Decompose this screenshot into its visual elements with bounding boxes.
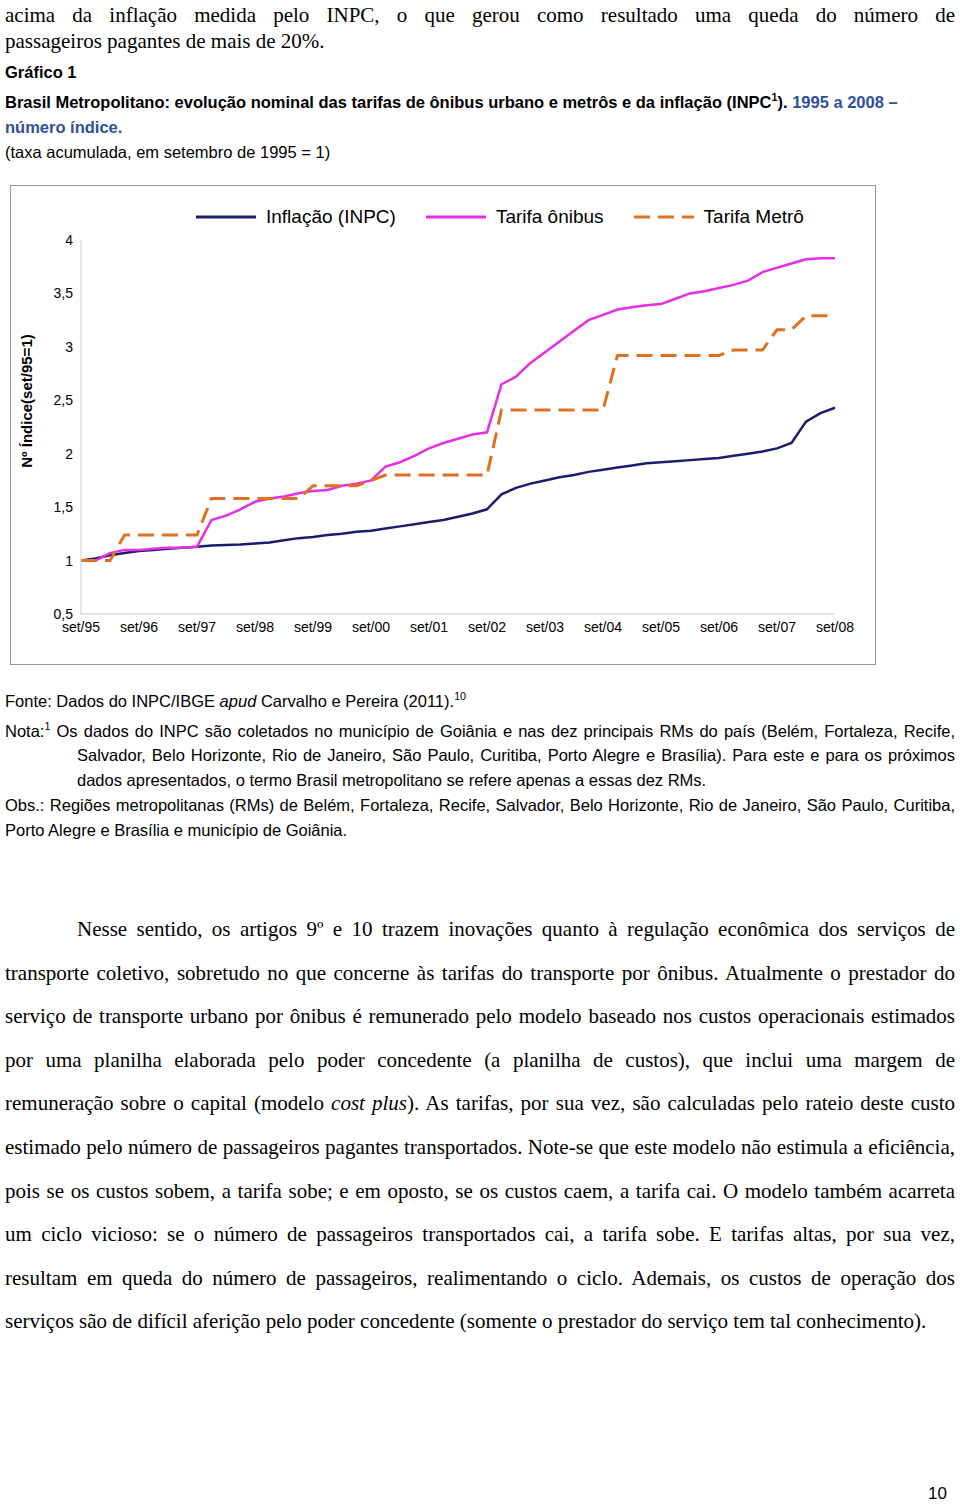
svg-text:set/04: set/04: [584, 619, 622, 635]
svg-text:1: 1: [65, 553, 73, 569]
svg-text:2: 2: [65, 446, 73, 462]
html-text:Fonte: Dados do INPC/IBGE apud: Fonte: Dados do INPC/IBGE apud Carvalho …: [5, 690, 467, 710]
svg-text:set/03: set/03: [526, 619, 564, 635]
svg-text:1,5: 1,5: [54, 499, 74, 515]
html-text:Tarifa Metrô: Tarifa Metrô: [703, 206, 804, 227]
svg-text:set/96: set/96: [120, 619, 158, 635]
svg-text:4: 4: [65, 232, 73, 248]
svg-text:set/97: set/97: [178, 619, 216, 635]
html-text:Tarifa ônibus: Tarifa ônibus: [495, 206, 604, 227]
svg-text:set/02: set/02: [468, 619, 506, 635]
html-text:Nesse sentido, os artigos 9º e: Nesse sentido, os artigos 9º e 10 trazem…: [5, 917, 955, 1334]
html-text:Obs.: Regiões metropolitanas (: Obs.: Regiões metropolitanas (RMs) de Be…: [5, 796, 955, 839]
svg-text:3,5: 3,5: [54, 285, 74, 301]
svg-text:set/98: set/98: [236, 619, 274, 635]
svg-text:set/99: set/99: [294, 619, 332, 635]
html-text:Nº Índice(set/95=1): Nº Índice(set/95=1): [17, 334, 35, 468]
svg-text:2,5: 2,5: [54, 392, 74, 408]
svg-text:set/01: set/01: [410, 619, 448, 635]
html-text:acima da inflação medida pelo: acima da inflação medida pelo INPC, o qu…: [5, 3, 955, 27]
svg-text:set/07: set/07: [758, 619, 796, 635]
svg-text:0,5: 0,5: [54, 606, 74, 622]
html-text:(taxa acumulada, em setembro d: (taxa acumulada, em setembro de 1995 = 1…: [5, 142, 331, 161]
svg-text:3: 3: [65, 339, 73, 355]
svg-text:set/00: set/00: [352, 619, 390, 635]
svg-text:set/95: set/95: [61, 618, 101, 635]
html-text:Inflação (INPC): Inflação (INPC): [266, 206, 396, 227]
html-text:Brasil Metropolitano: evolução: Brasil Metropolitano: evolução nominal d…: [5, 91, 898, 136]
html-text:Nota:1Os dados do INPC são col: Nota:1Os dados do INPC são coletados no …: [5, 719, 955, 789]
html-text:Gráfico 1: Gráfico 1: [5, 63, 77, 81]
html-text:10: 10: [928, 1484, 947, 1503]
svg-text:set/05: set/05: [642, 619, 680, 635]
svg-text:set/06: set/06: [700, 619, 738, 635]
html-text:passageiros pagantes de mais d: passageiros pagantes de mais de 20%.: [5, 29, 325, 53]
svg-text:set/08: set/08: [816, 619, 854, 635]
